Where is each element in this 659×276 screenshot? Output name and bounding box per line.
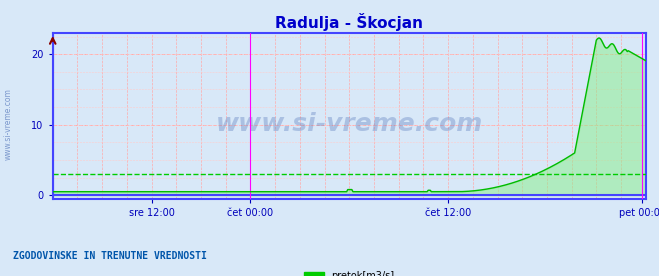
Text: www.si-vreme.com: www.si-vreme.com bbox=[215, 112, 483, 136]
Text: ZGODOVINSKE IN TRENUTNE VREDNOSTI: ZGODOVINSKE IN TRENUTNE VREDNOSTI bbox=[13, 251, 207, 261]
Legend: pretok[m3/s]: pretok[m3/s] bbox=[301, 267, 398, 276]
Text: www.si-vreme.com: www.si-vreme.com bbox=[3, 88, 13, 160]
Title: Radulja - Škocjan: Radulja - Škocjan bbox=[275, 13, 423, 31]
